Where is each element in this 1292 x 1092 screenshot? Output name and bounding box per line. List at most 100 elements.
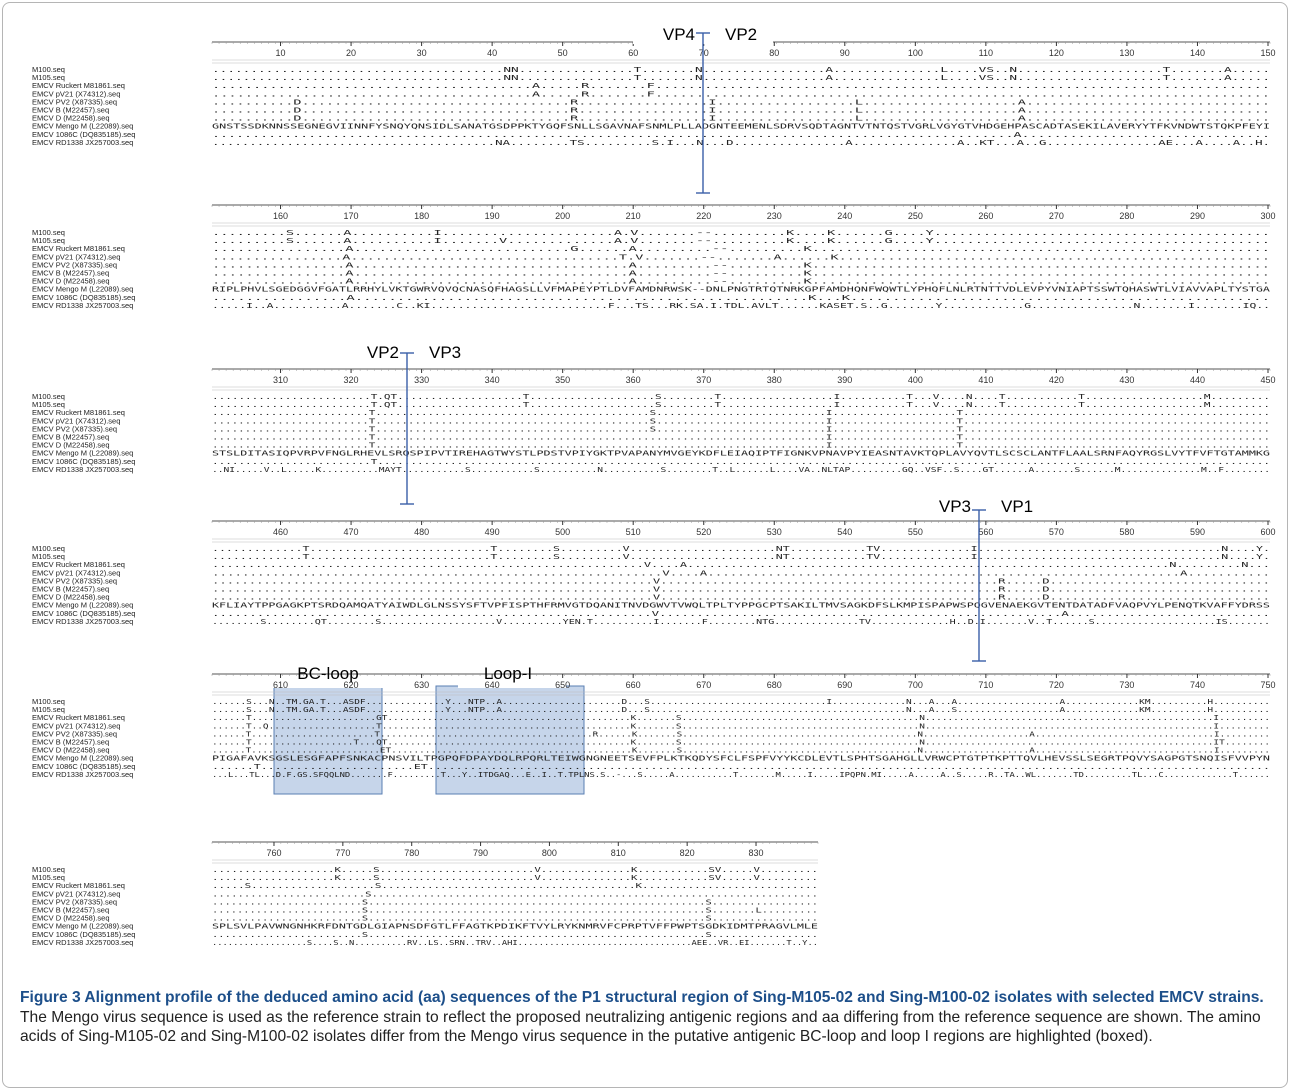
sequence-row: ........................................…	[212, 568, 1270, 577]
sequence-row: STSLDITASIQPVRPVFNGLRHEVLSRQSPIPVTIREHAG…	[212, 449, 1270, 458]
position-label-50: 50	[558, 48, 568, 58]
position-label-400: 400	[908, 375, 923, 385]
sequence-name: EMCV B (M22457).seq	[32, 106, 109, 115]
sequence-name: EMCV B (M22457).seq	[32, 269, 109, 278]
position-label-300: 300	[1260, 211, 1275, 221]
sequence-row: ......................................NA…	[212, 138, 1270, 147]
position-label-350: 350	[555, 375, 570, 385]
position-label-570: 570	[1049, 527, 1064, 537]
position-label-710: 710	[978, 680, 993, 690]
position-label-630: 630	[414, 680, 429, 690]
sequence-row: ........................T...............…	[212, 457, 1270, 466]
sequence-row: ......S...N..TM.GA.T...ASDF.............…	[212, 697, 1270, 706]
sequence-row: ........................T.QT............…	[212, 392, 1270, 401]
position-label-110: 110	[979, 48, 993, 58]
position-label-200: 200	[555, 211, 570, 221]
sequence-row: ..NI.....V..L.....K..........MAYT.......…	[212, 465, 1270, 474]
position-label-390: 390	[837, 375, 852, 385]
position-label-240: 240	[837, 211, 852, 221]
bc-loop-label-bg	[268, 666, 398, 688]
sequence-name: EMCV 1086C (DQ835185).seq	[32, 930, 135, 939]
sequence-name: M100.seq	[32, 65, 65, 74]
position-label-160: 160	[273, 211, 288, 221]
sequence-row: ...L...TL...D.F.GS.SFQQLND.......F......…	[212, 770, 1270, 779]
position-label-280: 280	[1119, 211, 1134, 221]
position-label-800: 800	[542, 848, 557, 858]
position-label-640: 640	[485, 680, 500, 690]
sequence-name: EMCV RD1338 JX257003.seq	[32, 465, 133, 474]
sequence-row: ................A.......................…	[212, 244, 1270, 253]
position-label-380: 380	[767, 375, 782, 385]
position-label-210: 210	[626, 211, 641, 221]
sequence-row: .............T..........................…	[212, 552, 1270, 561]
position-label-20: 20	[346, 48, 356, 58]
sequence-row: ..........D.............................…	[212, 114, 1270, 123]
sequence-row: ........................T.QT............…	[212, 400, 1270, 409]
position-label-220: 220	[696, 211, 711, 221]
sequence-row: ......T..Q...................T..........…	[212, 721, 1270, 730]
sequence-name: EMCV PV2 (X87335).seq	[32, 729, 117, 738]
position-label-250: 250	[908, 211, 923, 221]
position-label-730: 730	[1119, 680, 1134, 690]
sequence-row: ......T......................GT.........…	[212, 713, 1270, 722]
sequence-name: EMCV 1086C (DQ835185).seq	[32, 457, 135, 466]
position-label-760: 760	[266, 848, 281, 858]
position-label-450: 450	[1260, 375, 1275, 385]
sequence-row: .........S......A..........I............…	[212, 228, 1270, 237]
position-label-520: 520	[696, 527, 711, 537]
sequence-name: EMCV Ruckert M81861.seq	[32, 408, 125, 417]
sequence-row: ........................S...............…	[212, 914, 818, 923]
position-label-620: 620	[344, 680, 359, 690]
vp4-vp2-right-label: VP2	[725, 25, 757, 44]
position-label-690: 690	[837, 680, 852, 690]
sequence-row: GNSTSSDKNNSSEGNEGVIINNFYSNQYQNSIDLSANATG…	[212, 122, 1270, 131]
sequence-name: M105.seq	[32, 552, 65, 561]
sequence-name: M100.seq	[32, 544, 65, 553]
sequence-name: EMCV Mengo M (L22089).seq	[32, 285, 133, 294]
position-label-790: 790	[473, 848, 488, 858]
sequence-row: ..........D.............................…	[212, 106, 1270, 115]
position-label-810: 810	[611, 848, 626, 858]
sequence-row: SPLSVLPAVWNGNHKRFDNTGDLGIAPNSDFGTLFFAGTK…	[212, 922, 818, 931]
sequence-row: ......T..................T...QT.........…	[212, 738, 1270, 747]
sequence-name: M100.seq	[32, 697, 65, 706]
position-label-140: 140	[1190, 48, 1205, 58]
sequence-row: ................A.......................…	[212, 260, 1270, 269]
sequence-row: ........................S...............…	[212, 930, 818, 939]
sequence-row: ...................K.....S..............…	[212, 865, 818, 874]
sequence-row: ................A.......................…	[212, 252, 1270, 261]
position-label-360: 360	[626, 375, 641, 385]
position-label-340: 340	[485, 375, 500, 385]
position-label-10: 10	[276, 48, 286, 58]
position-label-560: 560	[978, 527, 993, 537]
sequence-name: EMCV RD1338 JX257003.seq	[32, 301, 133, 310]
position-label-700: 700	[908, 680, 923, 690]
position-label-40: 40	[487, 48, 497, 58]
position-label-120: 120	[1049, 48, 1064, 58]
vp2-vp3-right-label: VP3	[429, 343, 461, 362]
sequence-name: EMCV PV2 (X87335).seq	[32, 897, 117, 906]
sequence-row: ......................................NN…	[212, 65, 1270, 74]
sequence-name: EMCV 1086C (DQ835185).seq	[32, 609, 135, 618]
sequence-row: ........................................…	[212, 560, 1270, 569]
sequence-name: EMCV Mengo M (L22089).seq	[32, 922, 133, 931]
position-label-600: 600	[1260, 527, 1275, 537]
sequence-row: ........................S...............…	[212, 889, 818, 898]
position-label-440: 440	[1190, 375, 1205, 385]
sequence-name: EMCV pV21 (X74312).seq	[32, 721, 120, 730]
sequence-row: .........S......A..........I.......V....…	[212, 236, 1270, 245]
sequence-row: .....S...................S..............…	[212, 881, 818, 890]
sequence-row: ........................T...............…	[212, 416, 1270, 425]
sequence-row: RIPLPHVLSGEDGGVFGATLRRHYLVKTGWRVQVQCNASQ…	[212, 285, 1271, 294]
position-label-70: 70	[699, 48, 709, 58]
sequence-name: EMCV RD1338 JX257003.seq	[32, 938, 133, 947]
sequence-name: EMCV Ruckert M81861.seq	[32, 713, 125, 722]
sequence-row: ........................................…	[212, 130, 1270, 139]
sequence-name: M100.seq	[32, 392, 65, 401]
sequence-name: EMCV B (M22457).seq	[32, 906, 109, 915]
position-label-490: 490	[485, 527, 500, 537]
position-label-680: 680	[767, 680, 782, 690]
vp3-vp1-label-bg	[909, 496, 1049, 516]
sequence-name: EMCV pV21 (X74312).seq	[32, 889, 120, 898]
sequence-row: ................A.......................…	[212, 293, 1270, 302]
